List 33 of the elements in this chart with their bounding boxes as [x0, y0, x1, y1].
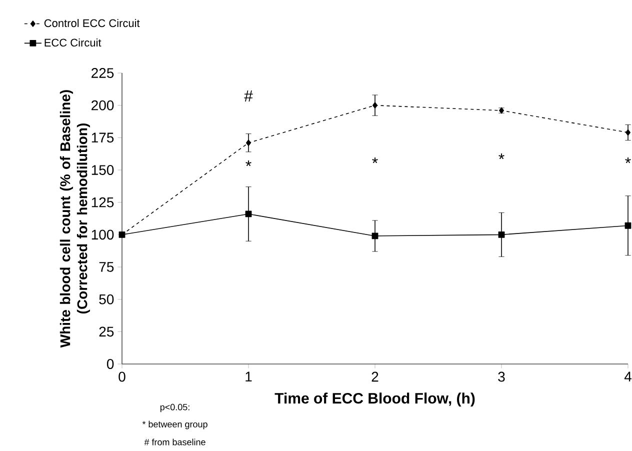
y-axis-title: White blood cell count (% of Baseline) (Corrected for hemodilution): [60, 90, 90, 348]
text: * between group: [142, 420, 208, 430]
x-tick-label: 1: [246, 372, 252, 382]
legend-label: ECC Circuit: [44, 38, 102, 47]
y-tick-label: 200: [92, 100, 114, 110]
text: p<0.05:: [160, 404, 190, 412]
annotation: #: [244, 90, 253, 102]
point: [498, 231, 505, 238]
x-tick-label: 4: [624, 372, 632, 382]
point: [624, 222, 632, 229]
y-tick-label: 100: [92, 230, 114, 240]
x-tick-label: 0: [118, 372, 126, 382]
x-axis-title: Time of ECC Blood Flow, (h): [274, 392, 475, 407]
y-tick-label: 50: [99, 294, 114, 304]
y-tick-label: 125: [92, 197, 114, 208]
point: [246, 140, 251, 146]
text: # from baseline: [144, 438, 206, 446]
legend-label: Control ECC Circuit: [44, 19, 140, 28]
y-tick-label: 225: [92, 68, 114, 78]
x-tick-label: 2: [372, 372, 378, 382]
x-tick-label: 3: [498, 372, 505, 382]
annotation: *: [498, 153, 504, 160]
y-tick-label: 150: [92, 165, 114, 175]
y-tick-label: 175: [92, 132, 114, 143]
y-tick-label: 25: [99, 326, 114, 337]
y-tick-label: 75: [99, 262, 114, 272]
point: [372, 102, 378, 109]
point: [118, 231, 126, 238]
point: [626, 129, 631, 136]
annotation: *: [625, 157, 631, 164]
annotation: *: [372, 157, 378, 164]
y-tick-label: 0: [106, 359, 114, 369]
annotation: *: [246, 160, 252, 166]
